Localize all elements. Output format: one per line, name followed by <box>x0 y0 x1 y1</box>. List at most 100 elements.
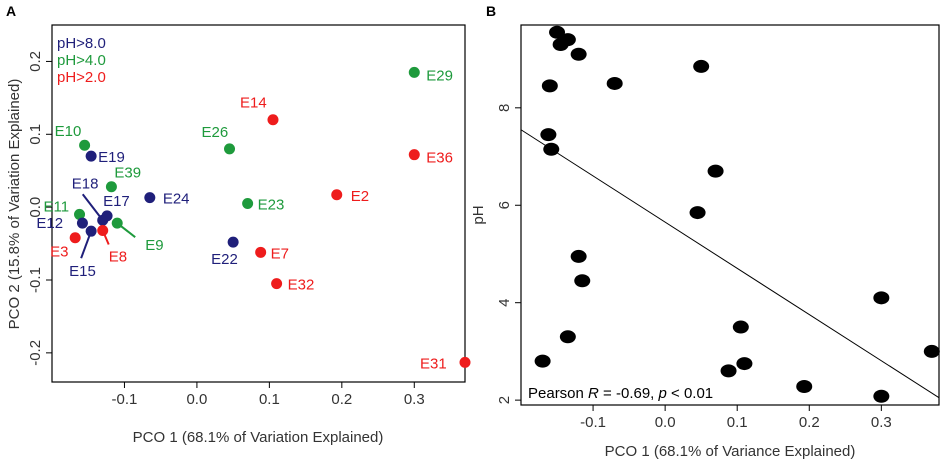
point-e39 <box>105 181 117 193</box>
pearson-p-symbol: p <box>658 385 667 402</box>
point-label-e8: E8 <box>109 248 127 265</box>
legend-entry-ph-2: pH>2.0 <box>57 69 106 86</box>
point-e29 <box>408 66 420 78</box>
ph-point-15 <box>559 330 576 344</box>
point-e7 <box>255 246 267 258</box>
panel-b-y-ticks: 2 4 6 8 <box>496 104 521 404</box>
point-e24 <box>144 192 156 204</box>
panel-b-y-tick-label: 2 <box>496 396 513 404</box>
point-e36 <box>408 149 420 161</box>
ph-point-13 <box>873 291 890 305</box>
panel-a-plot-frame <box>51 24 466 383</box>
point-e9 <box>111 217 123 229</box>
point-label-e31: E31 <box>420 355 447 372</box>
panel-b-x-axis-label: PCO 1 (68.1% of Variance Explained) <box>605 443 856 460</box>
ph-point-11 <box>570 249 587 263</box>
panel-b: B -0.1 0.0 0.1 0.2 0.3 2 4 6 8 PCO 1 (68.1% of … <box>470 3 940 460</box>
ph-point-3 <box>570 47 587 61</box>
ph-point-8 <box>543 142 560 156</box>
point-label-e14: E14 <box>240 95 267 112</box>
panel-a-x-tick-label: 0.3 <box>404 391 425 408</box>
panel-a-x-tick-label: 0.1 <box>259 391 280 408</box>
panel-a-x-axis-label: PCO 1 (68.1% of Variation Explained) <box>133 429 384 446</box>
point-e11 <box>74 208 86 220</box>
point-label-e29: E29 <box>426 67 453 84</box>
panel-b-y-axis-label: pH <box>470 205 487 224</box>
panel-b-y-tick-label: 8 <box>496 104 513 112</box>
point-e32 <box>271 278 283 290</box>
panel-a-y-tick-label: 0.1 <box>27 124 44 145</box>
point-label-e2: E2 <box>351 188 369 205</box>
ph-point-6 <box>693 59 710 73</box>
point-e31 <box>459 356 471 368</box>
point-label-e3: E3 <box>50 244 68 261</box>
point-label-e9: E9 <box>145 237 163 254</box>
panel-a-y-tick-label: 0.0 <box>27 197 44 218</box>
panel-b-x-tick-label: 0.3 <box>871 414 892 431</box>
panel-a-y-ticks: -0.2 -0.1 0.0 0.1 0.2 <box>27 51 52 366</box>
pearson-r-symbol: R <box>588 385 599 402</box>
panel-b-x-tick-label: 0.2 <box>799 414 820 431</box>
point-label-e26: E26 <box>202 124 229 141</box>
point-label-e15: E15 <box>69 263 96 280</box>
point-e23 <box>242 198 254 209</box>
panel-a-letter: A <box>6 3 16 19</box>
point-e15 <box>85 225 97 237</box>
panel-b-x-tick-label: -0.1 <box>580 414 606 431</box>
point-label-e24: E24 <box>163 191 190 208</box>
ph-point-17 <box>534 354 551 368</box>
point-e14 <box>267 114 279 126</box>
panel-a-y-tick-label: -0.2 <box>27 340 44 366</box>
point-label-e12: E12 <box>36 215 63 232</box>
point-label-e22: E22 <box>211 251 238 268</box>
legend-entry-ph-4: pH>4.0 <box>57 52 106 69</box>
ph-point-16 <box>923 344 940 358</box>
panel-b-points <box>534 25 940 403</box>
panel-b-y-tick-label: 6 <box>496 201 513 209</box>
pearson-annotation: Pearson R = -0.69, p < 0.01 <box>528 385 713 402</box>
panel-a-y-tick-label: -0.1 <box>27 267 44 293</box>
ph-point-20 <box>796 379 813 393</box>
point-e17 <box>101 210 113 222</box>
point-label-e19: E19 <box>98 149 125 166</box>
ph-point-19 <box>720 364 737 378</box>
ph-point-10 <box>689 206 706 220</box>
point-e22 <box>227 236 239 248</box>
ph-point-2 <box>559 33 576 47</box>
pearson-prefix: Pearson <box>528 385 588 402</box>
ph-point-4 <box>541 79 558 93</box>
point-e10 <box>79 139 91 151</box>
point-e8 <box>97 224 109 236</box>
point-label-e17: E17 <box>103 193 130 210</box>
legend-entry-ph-8: pH>8.0 <box>57 35 106 52</box>
pearson-p-value: < 0.01 <box>667 385 713 402</box>
panel-a-x-tick-label: 0.2 <box>331 391 352 408</box>
ph-point-7 <box>540 128 557 142</box>
panel-a-x-ticks: -0.1 0.0 0.1 0.2 0.3 <box>112 382 425 408</box>
panel-a: A -0.1 0.0 0.1 0.2 0.3 -0.2 -0.1 0.0 0.1 0.2 PCO… <box>6 3 471 446</box>
point-e2 <box>331 189 343 201</box>
panel-a-legend: pH>8.0 pH>4.0 pH>2.0 <box>57 35 106 86</box>
panel-a-y-tick-label: 0.2 <box>27 51 44 72</box>
point-e12 <box>76 217 88 229</box>
ph-point-5 <box>606 76 623 90</box>
ph-point-14 <box>732 320 749 334</box>
point-label-e32: E32 <box>288 277 315 294</box>
point-e3 <box>69 232 81 244</box>
panel-a-x-tick-label: -0.1 <box>112 391 138 408</box>
point-label-e36: E36 <box>426 150 453 167</box>
point-label-e10: E10 <box>55 123 82 140</box>
panel-b-plot-frame <box>520 24 940 406</box>
ph-point-18 <box>736 357 753 371</box>
panel-b-y-tick-label: 4 <box>496 299 513 307</box>
panel-b-x-ticks: -0.1 0.0 0.1 0.2 0.3 <box>580 405 892 431</box>
point-e26 <box>224 143 236 155</box>
regression-line <box>520 129 940 399</box>
pearson-value: = -0.69, <box>599 385 659 402</box>
point-label-e23: E23 <box>258 197 285 214</box>
point-label-e39: E39 <box>114 165 141 182</box>
panel-b-letter: B <box>486 3 496 19</box>
ph-point-21 <box>873 389 890 403</box>
